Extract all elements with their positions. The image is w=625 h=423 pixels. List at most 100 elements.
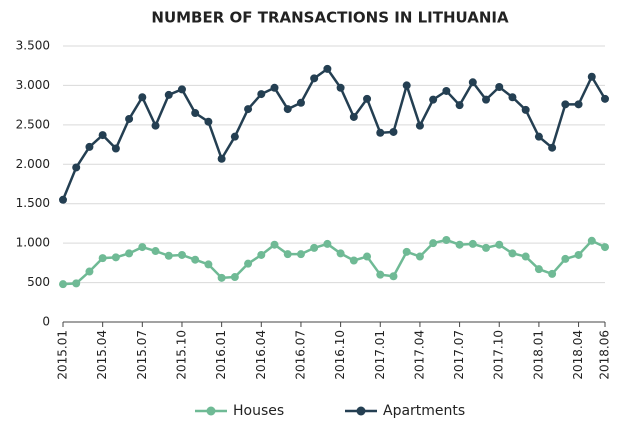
series-line: [61, 67, 607, 201]
chart-title: NUMBER OF TRANSACTIONS IN LITHUANIA: [151, 9, 509, 27]
data-point: [138, 243, 147, 252]
data-point: [482, 243, 491, 252]
data-point: [534, 132, 543, 141]
data-point: [204, 260, 213, 269]
x-tick-label: 2017.07: [452, 330, 466, 380]
data-point: [164, 90, 173, 99]
data-point: [85, 267, 94, 276]
data-point: [296, 250, 305, 259]
data-point: [587, 72, 596, 81]
data-point: [177, 85, 186, 94]
data-point: [217, 154, 226, 163]
data-point: [310, 243, 319, 252]
data-point: [574, 250, 583, 259]
data-point: [521, 105, 530, 114]
data-point: [111, 253, 120, 262]
data-point: [548, 143, 557, 152]
x-tick-label: 2016.10: [333, 330, 347, 380]
data-point: [111, 144, 120, 153]
data-point: [98, 254, 107, 263]
data-point: [191, 109, 200, 118]
data-point: [482, 95, 491, 104]
data-point: [442, 86, 451, 95]
data-point: [310, 74, 319, 83]
data-point: [230, 132, 239, 141]
data-point: [534, 265, 543, 274]
data-point: [389, 127, 398, 136]
data-point: [323, 239, 332, 248]
x-tick-label: 2015.10: [174, 330, 188, 380]
legend-label: Houses: [233, 403, 284, 419]
data-point: [336, 249, 345, 258]
x-tick-label: 2015.07: [135, 330, 149, 380]
data-point: [257, 250, 266, 259]
data-point: [244, 259, 253, 268]
data-point: [468, 239, 477, 248]
data-point: [177, 250, 186, 259]
data-point: [336, 83, 345, 92]
x-tick-label: 2015.01: [56, 330, 70, 380]
data-point: [151, 247, 160, 256]
data-point: [601, 94, 609, 103]
data-point: [601, 243, 609, 252]
data-point: [402, 81, 411, 90]
legend-marker: [356, 406, 366, 416]
data-point: [349, 256, 358, 265]
y-tick-label: 1.500: [16, 196, 50, 210]
data-point: [230, 273, 239, 282]
legend-marker: [206, 406, 216, 416]
data-point: [151, 121, 160, 130]
data-point: [270, 83, 279, 92]
data-point: [415, 121, 424, 130]
data-point: [415, 252, 424, 261]
data-point: [244, 105, 253, 114]
data-point: [204, 117, 213, 126]
x-tick-label: 2016.07: [293, 330, 307, 380]
data-point: [495, 83, 504, 92]
x-tick-label: 2016.01: [214, 330, 228, 380]
y-tick-label: 3.500: [16, 39, 50, 53]
data-point: [574, 100, 583, 109]
data-point: [296, 98, 305, 107]
x-tick-label: 2017.04: [412, 330, 426, 380]
data-point: [164, 251, 173, 260]
data-point: [191, 255, 200, 264]
data-point: [125, 249, 134, 258]
y-tick-label: 3.000: [16, 78, 50, 92]
data-point: [72, 163, 81, 172]
data-point: [98, 131, 107, 140]
data-point: [468, 78, 477, 87]
y-tick-label: 1.000: [16, 236, 50, 250]
data-point: [587, 236, 596, 245]
data-point: [455, 101, 464, 110]
data-point: [521, 252, 530, 261]
data-point: [270, 240, 279, 249]
data-point: [59, 280, 67, 289]
data-point: [561, 254, 570, 263]
y-tick-label: 2.500: [16, 117, 50, 131]
data-point: [376, 128, 385, 137]
y-tick-label: 0: [42, 315, 50, 329]
x-tick-label: 2017.10: [492, 330, 506, 380]
legend-label: Apartments: [383, 403, 465, 419]
data-point: [125, 114, 134, 123]
x-tick-label: 2015.04: [95, 330, 109, 380]
data-point: [85, 142, 94, 151]
data-point: [429, 95, 438, 104]
data-point: [402, 247, 411, 256]
data-point: [548, 269, 557, 278]
data-point: [389, 272, 398, 281]
x-tick-label: 2018.01: [531, 330, 545, 380]
data-point: [138, 93, 147, 102]
data-point: [283, 105, 292, 114]
data-point: [349, 112, 358, 121]
data-point: [376, 270, 385, 279]
data-point: [442, 235, 451, 244]
y-tick-label: 500: [27, 275, 50, 289]
x-tick-label: 2018.04: [571, 330, 585, 380]
data-point: [72, 279, 81, 288]
data-point: [59, 195, 67, 204]
data-point: [363, 252, 372, 261]
data-point: [217, 273, 226, 282]
